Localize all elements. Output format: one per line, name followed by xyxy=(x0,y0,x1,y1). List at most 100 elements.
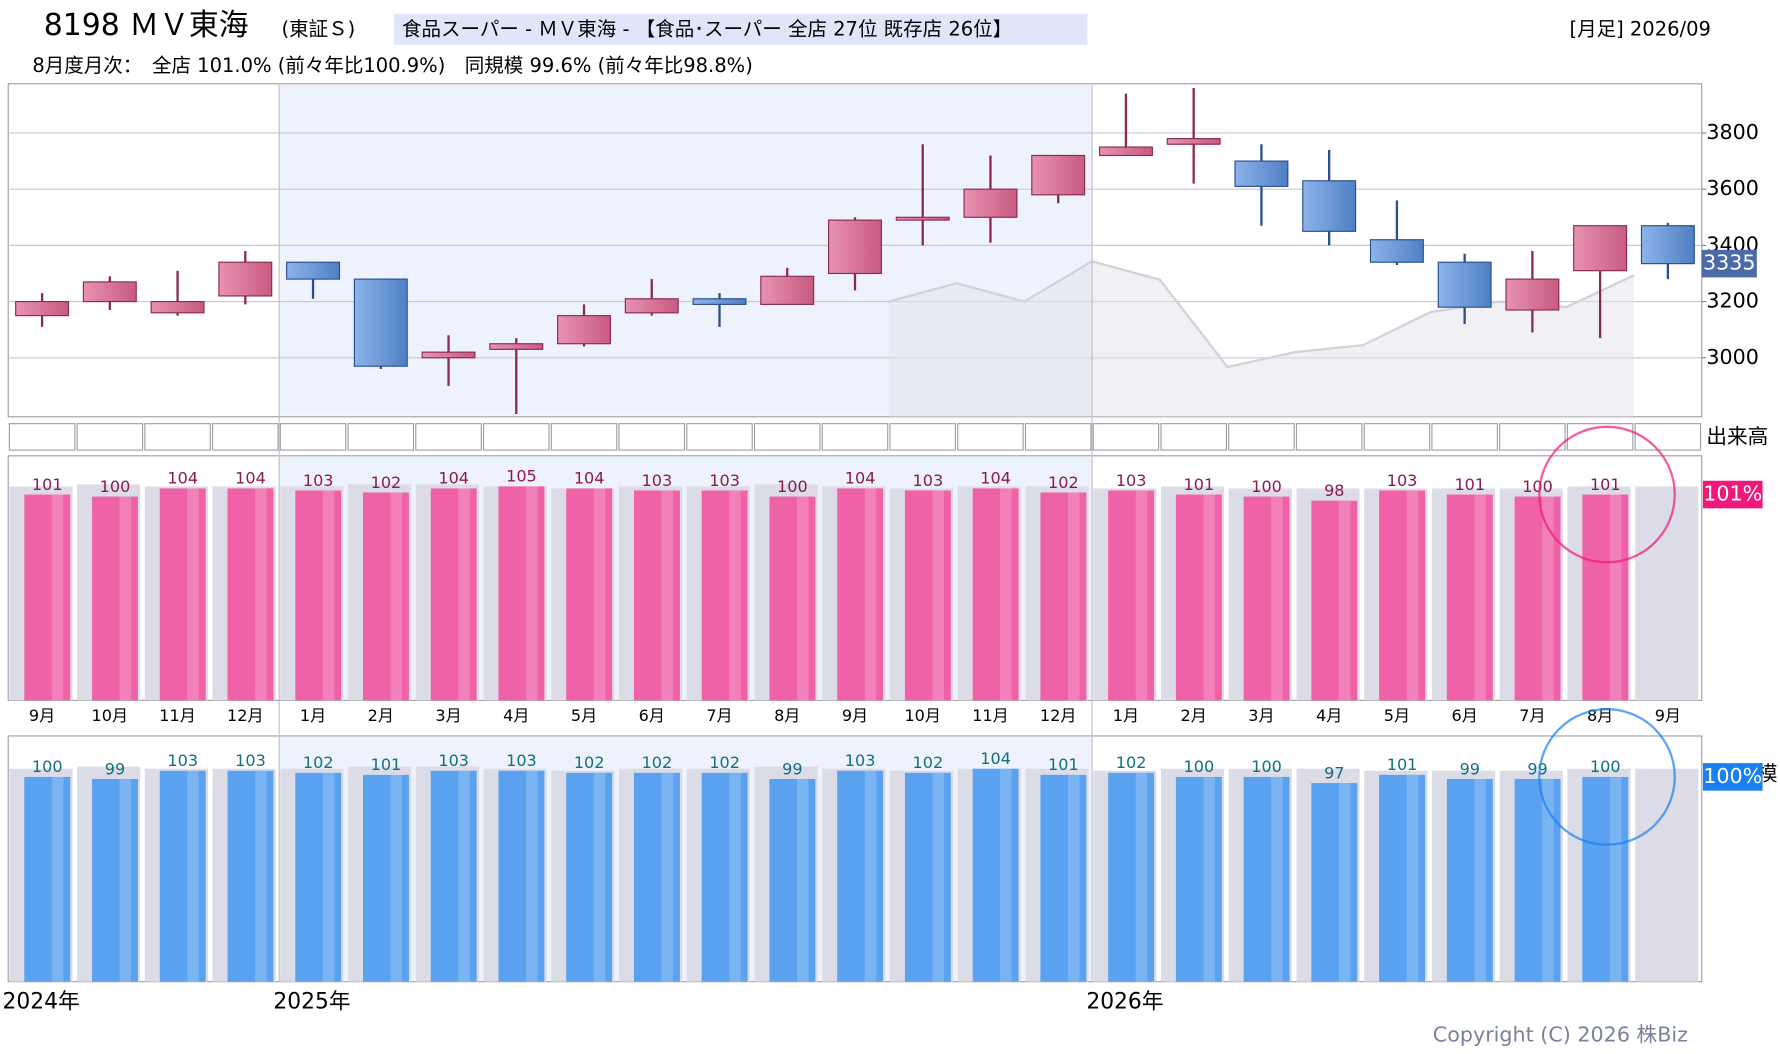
value-label: 103 xyxy=(1387,471,1418,490)
bar xyxy=(1108,772,1155,982)
x-tick-label: 1月 xyxy=(300,706,326,725)
bar-highlight xyxy=(1406,490,1419,701)
y-tick-label: 3200 xyxy=(1706,289,1759,313)
bar xyxy=(1379,774,1426,982)
avg-area xyxy=(888,261,1634,417)
bar-highlight xyxy=(1474,778,1486,982)
last-value: 100% xyxy=(1703,764,1762,788)
bar-highlight xyxy=(1338,500,1351,701)
x-tick-label: 5月 xyxy=(571,706,597,725)
bar xyxy=(430,770,477,982)
x-tick-label: 9月 xyxy=(29,706,55,725)
bar-highlight xyxy=(1406,774,1419,982)
bar xyxy=(498,486,545,701)
bar-highlight xyxy=(526,486,538,701)
value-label: 105 xyxy=(506,467,537,486)
value-label: 100 xyxy=(1522,477,1553,496)
bar-highlight xyxy=(1203,494,1215,701)
last-price-box xyxy=(1701,249,1757,278)
last-value-box xyxy=(1702,480,1763,509)
bar xyxy=(904,490,951,701)
sector: 食品スーパー - ＭＶ東海 - 【食品･スーパー 全店 27位 既存店 26位】 xyxy=(402,17,1012,40)
volume-cell xyxy=(1363,423,1431,451)
bar-highlight xyxy=(1609,494,1622,701)
bar-highlight xyxy=(51,494,64,701)
year-shade xyxy=(279,737,1093,981)
candle-body xyxy=(82,281,137,303)
bar xyxy=(363,774,409,982)
volume-cell xyxy=(686,423,753,451)
bar-highlight xyxy=(390,774,403,982)
value-label: 102 xyxy=(642,753,673,772)
bar-highlight xyxy=(593,488,606,701)
bar-highlight xyxy=(1067,492,1080,701)
value-label: 102 xyxy=(574,753,605,772)
candle-body xyxy=(218,261,273,297)
value-label: 99 xyxy=(1527,759,1547,778)
bar xyxy=(837,488,884,701)
bar xyxy=(1311,783,1358,982)
bar-highlight xyxy=(932,490,944,701)
bar xyxy=(430,488,477,701)
volume-cell xyxy=(550,423,618,451)
year-shade xyxy=(279,456,1093,700)
bar xyxy=(1243,776,1290,982)
bar-highlight xyxy=(1542,496,1554,701)
bar-highlight xyxy=(1271,776,1283,982)
x-tick-label: 10月 xyxy=(904,706,941,725)
value-label: 101 xyxy=(1454,475,1485,494)
volume-cell xyxy=(1634,423,1702,451)
year-label: 2026年 xyxy=(1086,989,1163,1014)
candle-body xyxy=(15,301,70,317)
candle-body xyxy=(1505,278,1560,311)
value-label: 103 xyxy=(642,471,673,490)
bar xyxy=(498,770,545,982)
bar-highlight xyxy=(458,488,470,701)
value-label: 103 xyxy=(845,751,876,770)
bar xyxy=(295,490,342,701)
bar xyxy=(92,778,138,982)
value-label: 103 xyxy=(235,751,266,770)
prior-bar xyxy=(1635,486,1699,701)
volume-label: 出来高 xyxy=(1706,424,1768,448)
x-tick-label: 8月 xyxy=(774,706,800,725)
x-tick-label: 3月 xyxy=(435,706,461,725)
value-label: 101 xyxy=(1184,475,1215,494)
bar-highlight xyxy=(932,772,944,982)
bar-highlight xyxy=(1203,776,1215,982)
volume-cell xyxy=(76,423,144,451)
candle-body xyxy=(1234,160,1289,187)
bar xyxy=(1446,778,1493,982)
bar-highlight xyxy=(661,490,673,701)
title: 8198 ＭＶ東海 xyxy=(44,8,249,43)
bar-highlight xyxy=(119,496,132,701)
bar xyxy=(972,488,1019,701)
bar-highlight xyxy=(390,492,403,701)
value-label: 98 xyxy=(1324,481,1344,500)
value-label: 101 xyxy=(1387,755,1418,774)
x-tick-label: 7月 xyxy=(1519,706,1545,725)
volume-cell xyxy=(8,423,76,451)
volume-cell xyxy=(1499,423,1566,451)
bar xyxy=(837,770,884,982)
value-label: 103 xyxy=(167,751,198,770)
candle-body xyxy=(557,315,611,345)
bar-highlight xyxy=(1271,496,1283,701)
x-tick-label: 4月 xyxy=(1316,706,1342,725)
y-tick-label: 3800 xyxy=(1706,120,1759,144)
candle-body xyxy=(286,261,341,280)
candle-body xyxy=(1302,180,1357,232)
bar xyxy=(769,496,816,701)
sector-box xyxy=(394,13,1088,45)
highlight-circle xyxy=(1538,425,1676,564)
bar xyxy=(227,488,274,701)
value-label: 104 xyxy=(438,469,469,488)
x-tick-label: 2月 xyxy=(1181,706,1207,725)
bar xyxy=(1379,490,1426,701)
x-tick-label: 12月 xyxy=(227,706,264,725)
bar xyxy=(159,488,206,701)
value-label: 101 xyxy=(1590,475,1621,494)
candle-body xyxy=(1640,225,1695,265)
